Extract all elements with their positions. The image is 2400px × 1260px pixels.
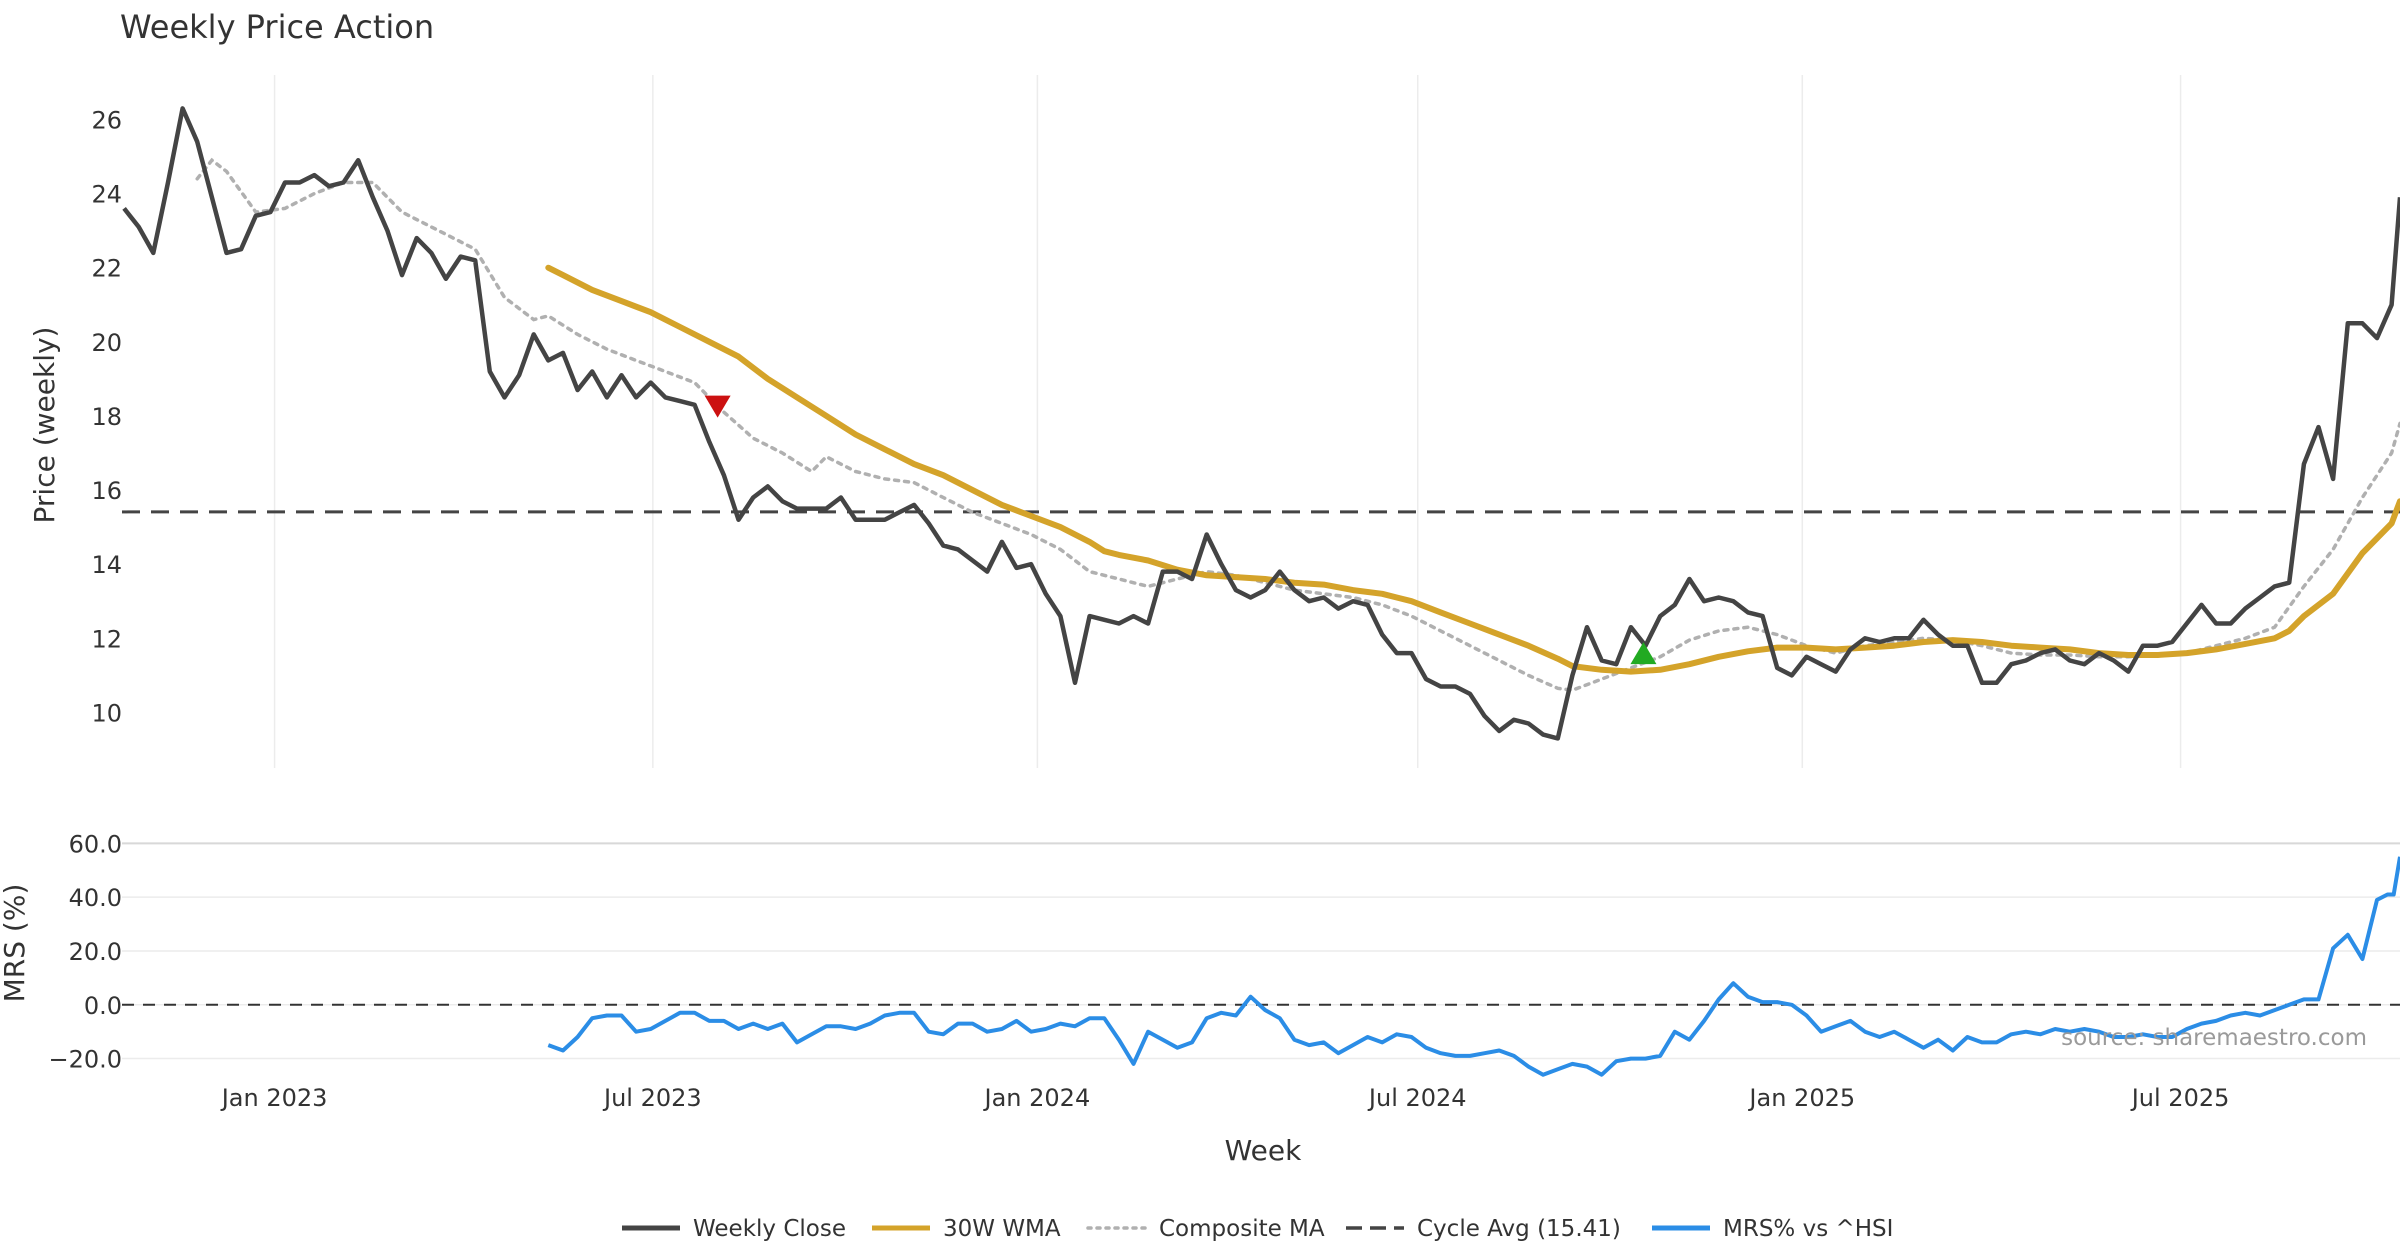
- legend-label-weekly-close: Weekly Close: [693, 1216, 846, 1242]
- buy-signal-marker: [1630, 642, 1657, 665]
- wma-30w-line: [545, 264, 2400, 675]
- price-y-tick-label: 16: [91, 477, 122, 505]
- legend-label-wma-30w: 30W WMA: [943, 1216, 1061, 1242]
- mrs-axis-title: MRS (%): [0, 884, 31, 1003]
- mrs-y-tick-label: 20.0: [69, 938, 122, 966]
- legend-label-cycle-avg: Cycle Avg (15.41): [1417, 1216, 1621, 1242]
- mrs-y-ticks: 60.0 40.0 20.0 0.0 −20.0: [48, 830, 122, 1073]
- price-y-ticks: 10 12 14 16 18 20 22 24 26: [91, 106, 122, 727]
- price-axis-title: Price (weekly): [28, 327, 61, 524]
- price-grid: [273, 75, 2182, 768]
- mrs-y-tick-label: 60.0: [69, 830, 122, 858]
- legend-label-mrs: MRS% vs ^HSI: [1723, 1216, 1893, 1242]
- x-tick-label: Jul 2023: [602, 1084, 702, 1112]
- composite-ma-line: [195, 157, 2400, 692]
- series-layer: [122, 106, 2400, 1077]
- price-y-tick-label: 24: [91, 181, 122, 209]
- legend: Weekly Close 30W WMA Composite MA Cycle Avg…: [622, 1216, 1893, 1242]
- x-axis-title: Week: [1225, 1134, 1302, 1167]
- mrs-line: [547, 856, 2400, 1077]
- x-tick-label: Jan 2025: [1747, 1084, 1855, 1112]
- mrs-y-tick-label: 40.0: [69, 884, 122, 912]
- chart-title: Weekly Price Action: [120, 8, 434, 46]
- source-label: source: sharemaestro.com: [2061, 1025, 2367, 1051]
- x-ticks: Jan 2023 Jul 2023 Jan 2024 Jul 2024 Jan 2025…: [220, 1084, 2230, 1112]
- price-y-tick-label: 20: [91, 329, 122, 357]
- x-tick-label: Jul 2025: [2130, 1084, 2230, 1112]
- price-y-tick-label: 26: [91, 106, 122, 134]
- sell-signal-marker: [704, 395, 731, 418]
- weekly-close-line: [122, 106, 2400, 741]
- price-y-tick-label: 14: [91, 551, 122, 579]
- price-y-tick-label: 12: [91, 625, 122, 653]
- price-y-tick-label: 18: [91, 403, 122, 431]
- x-tick-label: Jan 2023: [220, 1084, 328, 1112]
- mrs-grid: [122, 842, 2400, 1060]
- price-y-tick-label: 10: [91, 699, 122, 727]
- x-tick-label: Jul 2024: [1367, 1084, 1467, 1112]
- x-tick-label: Jan 2024: [983, 1084, 1091, 1112]
- mrs-y-tick-label: 0.0: [84, 992, 122, 1020]
- legend-label-composite-ma: Composite MA: [1159, 1216, 1325, 1242]
- price-y-tick-label: 22: [91, 255, 122, 283]
- mrs-y-tick-label: −20.0: [48, 1046, 122, 1074]
